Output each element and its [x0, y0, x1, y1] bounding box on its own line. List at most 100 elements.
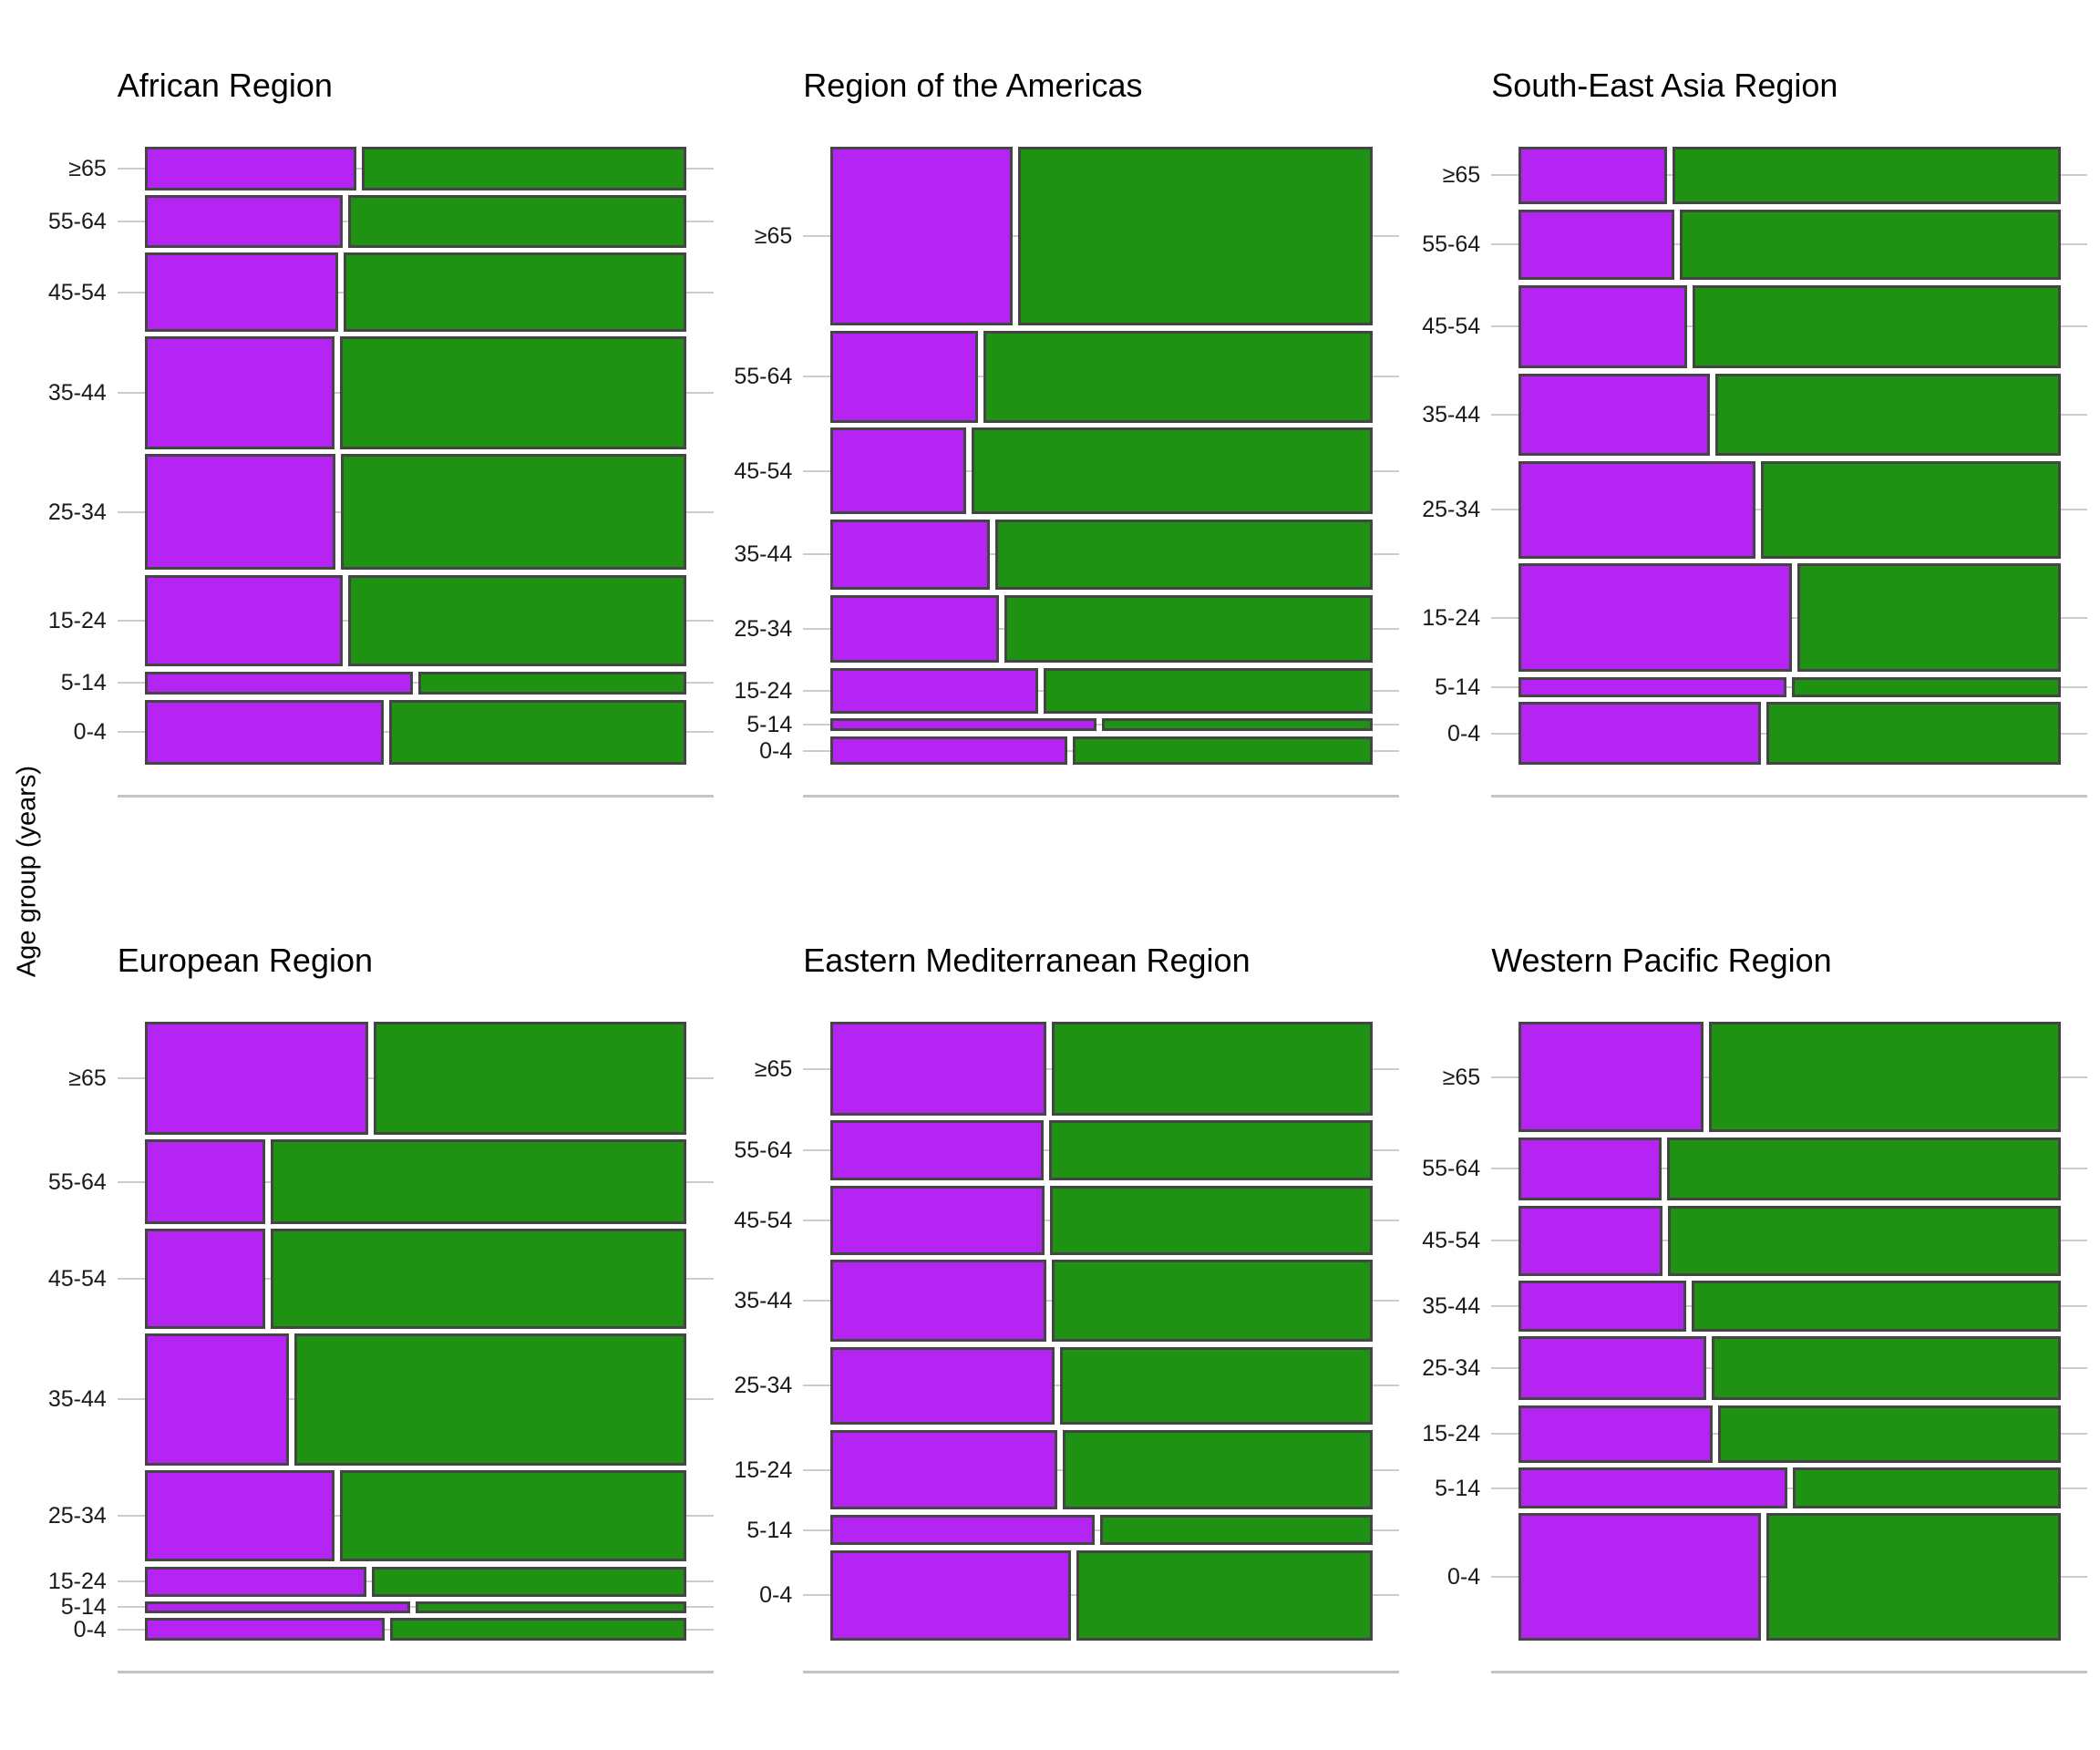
bar-segment-purple: [1518, 1467, 1788, 1508]
bar-segment-green: [1666, 1137, 2061, 1200]
age-group-tick-label: 0-4: [73, 1616, 107, 1642]
bar-segment-purple: [830, 519, 991, 591]
bar-segment-purple: [1518, 1205, 1663, 1276]
age-group-tick-label: ≥65: [754, 1055, 793, 1082]
gridline: [1491, 1487, 2088, 1489]
bar-segment-green: [1680, 209, 2061, 280]
age-group-tick-label: 45-54: [734, 1207, 793, 1233]
bar-segment-purple: [830, 1549, 1072, 1641]
bar-segment-green: [1048, 1120, 1373, 1181]
bar-segment-purple: [830, 1346, 1055, 1426]
bar-segment-purple: [830, 736, 1067, 766]
bar-segment-purple: [1518, 1336, 1707, 1401]
bar-segment-purple: [1518, 702, 1761, 766]
age-group-tick-label: 25-34: [1422, 497, 1481, 523]
bar-segment-green: [1102, 718, 1373, 732]
bar-segment-purple: [144, 1618, 385, 1641]
age-group-tick-label: 45-54: [734, 458, 793, 484]
age-group-tick-label: 25-34: [1422, 1355, 1481, 1382]
bar-segment-purple: [1518, 1513, 1761, 1641]
age-group-tick-label: 35-44: [47, 1386, 107, 1413]
bar-segment-purple: [1518, 460, 1756, 559]
age-group-tick-label: 5-14: [1435, 674, 1481, 700]
bar-segment-green: [1063, 1429, 1373, 1510]
facet-title: European Region: [117, 942, 374, 979]
bar-segment-purple: [830, 594, 999, 664]
age-group-tick-label: ≥65: [1442, 162, 1481, 189]
bar-segment-purple: [830, 146, 1014, 326]
bar-segment-green: [1052, 1260, 1373, 1343]
bar-segment-purple: [830, 427, 966, 515]
bar-segment-purple: [1518, 676, 1787, 697]
bar-segment-purple: [144, 195, 343, 248]
bar-segment-purple: [1518, 563, 1793, 673]
bar-segment-purple: [144, 1022, 368, 1135]
age-group-tick-label: ≥65: [68, 1065, 107, 1092]
bar-segment-green: [1718, 1405, 2061, 1463]
age-group-tick-label: 35-44: [1422, 1292, 1481, 1319]
gridline: [803, 724, 1400, 726]
bar-segment-green: [995, 519, 1373, 591]
bar-segment-green: [415, 1601, 687, 1613]
bar-segment-green: [971, 427, 1373, 515]
panel-bottom-axis-line: [803, 1670, 1400, 1673]
bar-segment-green: [1712, 1336, 2061, 1401]
bar-segment-green: [362, 146, 687, 190]
bar-segment-purple: [1518, 146, 1667, 205]
bar-segment-purple: [1518, 1405, 1714, 1463]
age-group-tick-label: 55-64: [734, 1138, 793, 1164]
bar-segment-green: [1052, 1022, 1373, 1116]
age-group-tick-label: ≥65: [754, 222, 793, 249]
bar-segment-green: [1060, 1346, 1373, 1426]
bar-segment-green: [1765, 702, 2061, 766]
bar-segment-purple: [830, 1260, 1047, 1343]
age-group-tick-label: 0-4: [1447, 1564, 1481, 1590]
age-group-tick-label: 55-64: [47, 209, 107, 234]
bar-segment-purple: [144, 699, 385, 766]
bar-segment-green: [339, 336, 687, 449]
age-group-tick-label: 55-64: [47, 1168, 107, 1195]
bar-segment-green: [1792, 676, 2061, 697]
bar-segment-green: [1714, 373, 2061, 457]
bar-segment-purple: [144, 1470, 335, 1562]
age-group-tick-label: 25-34: [47, 1503, 107, 1529]
bar-segment-purple: [1518, 209, 1675, 280]
bar-segment-green: [1761, 460, 2061, 559]
facet-title: Eastern Mediterranean Region: [803, 942, 1251, 979]
facet-title: South-East Asia Region: [1491, 67, 1838, 104]
bar-segment-purple: [144, 1229, 265, 1329]
panel-bottom-axis-line: [803, 794, 1400, 798]
age-group-tick-label: 15-24: [734, 677, 793, 704]
age-group-tick-label: 25-34: [734, 615, 793, 642]
bar-segment-purple: [830, 1514, 1095, 1546]
bar-segment-purple: [1518, 1022, 1704, 1133]
bar-segment-purple: [830, 1120, 1044, 1181]
age-group-tick-label: 0-4: [759, 737, 793, 764]
facet-title: Western Pacific Region: [1491, 942, 1832, 979]
bar-segment-purple: [830, 667, 1038, 714]
age-group-tick-label: 25-34: [734, 1373, 793, 1399]
bar-segment-green: [293, 1333, 687, 1466]
age-group-tick-label: 45-54: [47, 1265, 107, 1292]
age-group-tick-label: 15-24: [47, 607, 107, 633]
bar-segment-green: [1672, 146, 2061, 205]
age-group-tick-label: ≥65: [68, 155, 107, 181]
age-group-tick-label: 35-44: [1422, 402, 1481, 427]
bar-segment-purple: [144, 454, 335, 570]
bar-segment-green: [343, 252, 687, 332]
bar-segment-green: [270, 1139, 687, 1224]
bar-segment-purple: [1518, 1281, 1687, 1332]
age-group-tick-label: 15-24: [1422, 604, 1481, 631]
bar-segment-purple: [144, 1601, 410, 1613]
bar-segment-green: [1668, 1205, 2061, 1276]
bar-segment-purple: [144, 336, 335, 449]
bar-segment-green: [340, 454, 687, 570]
bar-segment-purple: [830, 1022, 1047, 1116]
bar-segment-green: [1004, 594, 1373, 664]
bar-segment-purple: [830, 330, 979, 423]
age-group-tick-label: 0-4: [73, 719, 107, 746]
bar-segment-green: [1797, 563, 2061, 673]
bar-segment-green: [270, 1229, 687, 1329]
age-group-tick-label: 5-14: [60, 1594, 107, 1621]
